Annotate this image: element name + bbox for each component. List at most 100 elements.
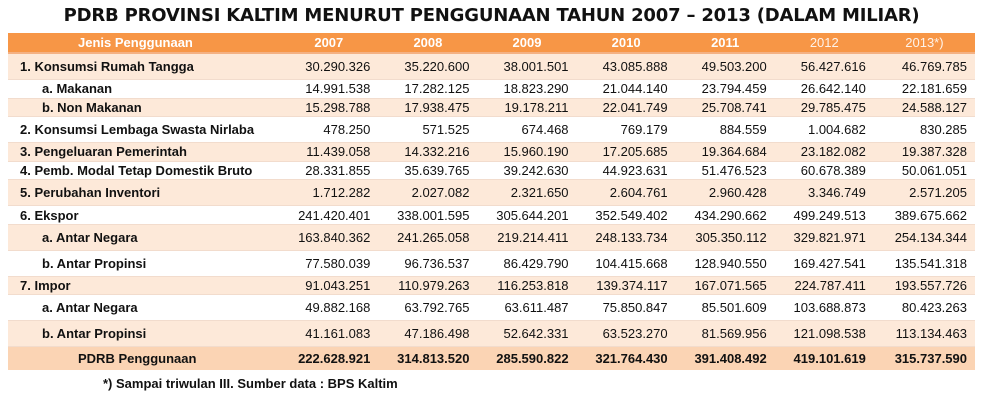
column-header-2008: 2008 bbox=[378, 33, 478, 54]
table-cell: 103.688.873 bbox=[774, 294, 874, 321]
column-header-jenis-penggunaan: Jenis Penggunaan bbox=[8, 33, 280, 54]
table-cell: 63.523.270 bbox=[576, 320, 676, 347]
table-cell: 18.823.290 bbox=[477, 78, 577, 99]
table-cell: 86.429.790 bbox=[477, 249, 577, 277]
total-cell: 285.590.822 bbox=[477, 346, 577, 370]
table-cell: 352.549.402 bbox=[576, 205, 676, 225]
table-cell: 38.001.501 bbox=[477, 52, 577, 80]
table-cell: 329.821.971 bbox=[774, 223, 874, 251]
row-label: a. Antar Negara bbox=[8, 223, 280, 251]
table-cell: 39.242.630 bbox=[477, 160, 577, 180]
table-cell: 23.794.459 bbox=[675, 78, 775, 99]
table-cell: 47.186.498 bbox=[378, 320, 478, 347]
table-cell: 22.181.659 bbox=[873, 78, 975, 99]
row-label: 2. Konsumsi Lembaga Swasta Nirlaba bbox=[8, 116, 280, 143]
table-cell: 49.503.200 bbox=[675, 52, 775, 80]
table-cell: 2.960.428 bbox=[675, 179, 775, 206]
table-cell: 338.001.595 bbox=[378, 205, 478, 225]
table-cell: 25.708.741 bbox=[675, 97, 775, 117]
table-cell: 23.182.082 bbox=[774, 142, 874, 162]
table-cell: 139.374.117 bbox=[576, 275, 676, 295]
table-cell: 19.387.328 bbox=[873, 142, 975, 162]
table-cell: 49.882.168 bbox=[279, 294, 379, 321]
table-cell: 434.290.662 bbox=[675, 205, 775, 225]
table-cell: 113.134.463 bbox=[873, 320, 975, 347]
table-cell: 50.061.051 bbox=[873, 160, 975, 180]
table-row-ekspor: 6. Ekspor 241.420.401 338.001.595 305.64… bbox=[8, 205, 975, 225]
table-cell: 2.571.205 bbox=[873, 179, 975, 206]
table-cell: 17.205.685 bbox=[576, 142, 676, 162]
table-cell: 24.588.127 bbox=[873, 97, 975, 117]
table-header-row: Jenis Penggunaan 2007 2008 2009 2010 201… bbox=[8, 33, 975, 54]
table-cell: 135.541.318 bbox=[873, 249, 975, 277]
table-row-impor-antar-negara: a. Antar Negara 49.882.168 63.792.765 63… bbox=[8, 294, 975, 321]
table-cell: 43.085.888 bbox=[576, 52, 676, 80]
table-cell: 305.350.112 bbox=[675, 223, 775, 251]
table-cell: 17.282.125 bbox=[378, 78, 478, 99]
table-cell: 104.415.668 bbox=[576, 249, 676, 277]
table-cell: 56.427.616 bbox=[774, 52, 874, 80]
table-cell: 116.253.818 bbox=[477, 275, 577, 295]
table-cell: 167.071.565 bbox=[675, 275, 775, 295]
table-row-perubahan-inventori: 5. Perubahan Inventori 1.712.282 2.027.0… bbox=[8, 179, 975, 206]
total-cell: 222.628.921 bbox=[279, 346, 379, 370]
table-cell: 15.298.788 bbox=[279, 97, 379, 117]
table-cell: 254.134.344 bbox=[873, 223, 975, 251]
table-cell: 63.792.765 bbox=[378, 294, 478, 321]
total-cell: 321.764.430 bbox=[576, 346, 676, 370]
table-cell: 44.923.631 bbox=[576, 160, 676, 180]
column-header-2012: 2012 bbox=[774, 33, 874, 54]
table-cell: 21.044.140 bbox=[576, 78, 676, 99]
total-cell: 314.813.520 bbox=[378, 346, 478, 370]
table-cell: 29.785.475 bbox=[774, 97, 874, 117]
table-cell: 499.249.513 bbox=[774, 205, 874, 225]
source-footnote: *) Sampai triwulan III. Sumber data : BP… bbox=[103, 376, 398, 391]
table-cell: 830.285 bbox=[873, 116, 975, 143]
table-cell: 241.265.058 bbox=[378, 223, 478, 251]
table-cell: 248.133.734 bbox=[576, 223, 676, 251]
table-cell: 19.364.684 bbox=[675, 142, 775, 162]
table-row-ekspor-antar-propinsi: b. Antar Propinsi 77.580.039 96.736.537 … bbox=[8, 249, 975, 277]
total-cell: 419.101.619 bbox=[774, 346, 874, 370]
row-label: a. Makanan bbox=[8, 78, 280, 99]
table-cell: 28.331.855 bbox=[279, 160, 379, 180]
table-cell: 80.423.263 bbox=[873, 294, 975, 321]
table-cell: 2.321.650 bbox=[477, 179, 577, 206]
table-cell: 14.991.538 bbox=[279, 78, 379, 99]
table-cell: 1.004.682 bbox=[774, 116, 874, 143]
table-cell: 571.525 bbox=[378, 116, 478, 143]
row-label: a. Antar Negara bbox=[8, 294, 280, 321]
row-label: b. Antar Propinsi bbox=[8, 249, 280, 277]
table-row-total-pdrb: PDRB Penggunaan 222.628.921 314.813.520 … bbox=[8, 346, 975, 370]
row-label: 1. Konsumsi Rumah Tangga bbox=[8, 52, 280, 80]
table-row-pengeluaran-pemerintah: 3. Pengeluaran Pemerintah 11.439.058 14.… bbox=[8, 142, 975, 162]
table-cell: 11.439.058 bbox=[279, 142, 379, 162]
total-cell: 391.408.492 bbox=[675, 346, 775, 370]
table-cell: 121.098.538 bbox=[774, 320, 874, 347]
table-cell: 241.420.401 bbox=[279, 205, 379, 225]
column-header-2010: 2010 bbox=[576, 33, 676, 54]
row-label: 5. Perubahan Inventori bbox=[8, 179, 280, 206]
table-cell: 35.220.600 bbox=[378, 52, 478, 80]
table-cell: 77.580.039 bbox=[279, 249, 379, 277]
table-cell: 22.041.749 bbox=[576, 97, 676, 117]
row-label: b. Antar Propinsi bbox=[8, 320, 280, 347]
table-cell: 85.501.609 bbox=[675, 294, 775, 321]
pdrb-table: Jenis Penggunaan 2007 2008 2009 2010 201… bbox=[8, 33, 975, 370]
table-cell: 81.569.956 bbox=[675, 320, 775, 347]
table-cell: 35.639.765 bbox=[378, 160, 478, 180]
table-cell: 75.850.847 bbox=[576, 294, 676, 321]
table-cell: 110.979.263 bbox=[378, 275, 478, 295]
table-cell: 224.787.411 bbox=[774, 275, 874, 295]
table-cell: 14.332.216 bbox=[378, 142, 478, 162]
table-cell: 51.476.523 bbox=[675, 160, 775, 180]
table-cell: 52.642.331 bbox=[477, 320, 577, 347]
table-row-impor-antar-propinsi: b. Antar Propinsi 41.161.083 47.186.498 … bbox=[8, 320, 975, 347]
table-cell: 15.960.190 bbox=[477, 142, 577, 162]
table-row-konsumsi-rumah-tangga: 1. Konsumsi Rumah Tangga 30.290.326 35.2… bbox=[8, 52, 975, 80]
column-header-2011: 2011 bbox=[675, 33, 775, 54]
table-cell: 46.769.785 bbox=[873, 52, 975, 80]
column-header-2009: 2009 bbox=[477, 33, 577, 54]
column-header-2013: 2013*) bbox=[873, 33, 975, 54]
